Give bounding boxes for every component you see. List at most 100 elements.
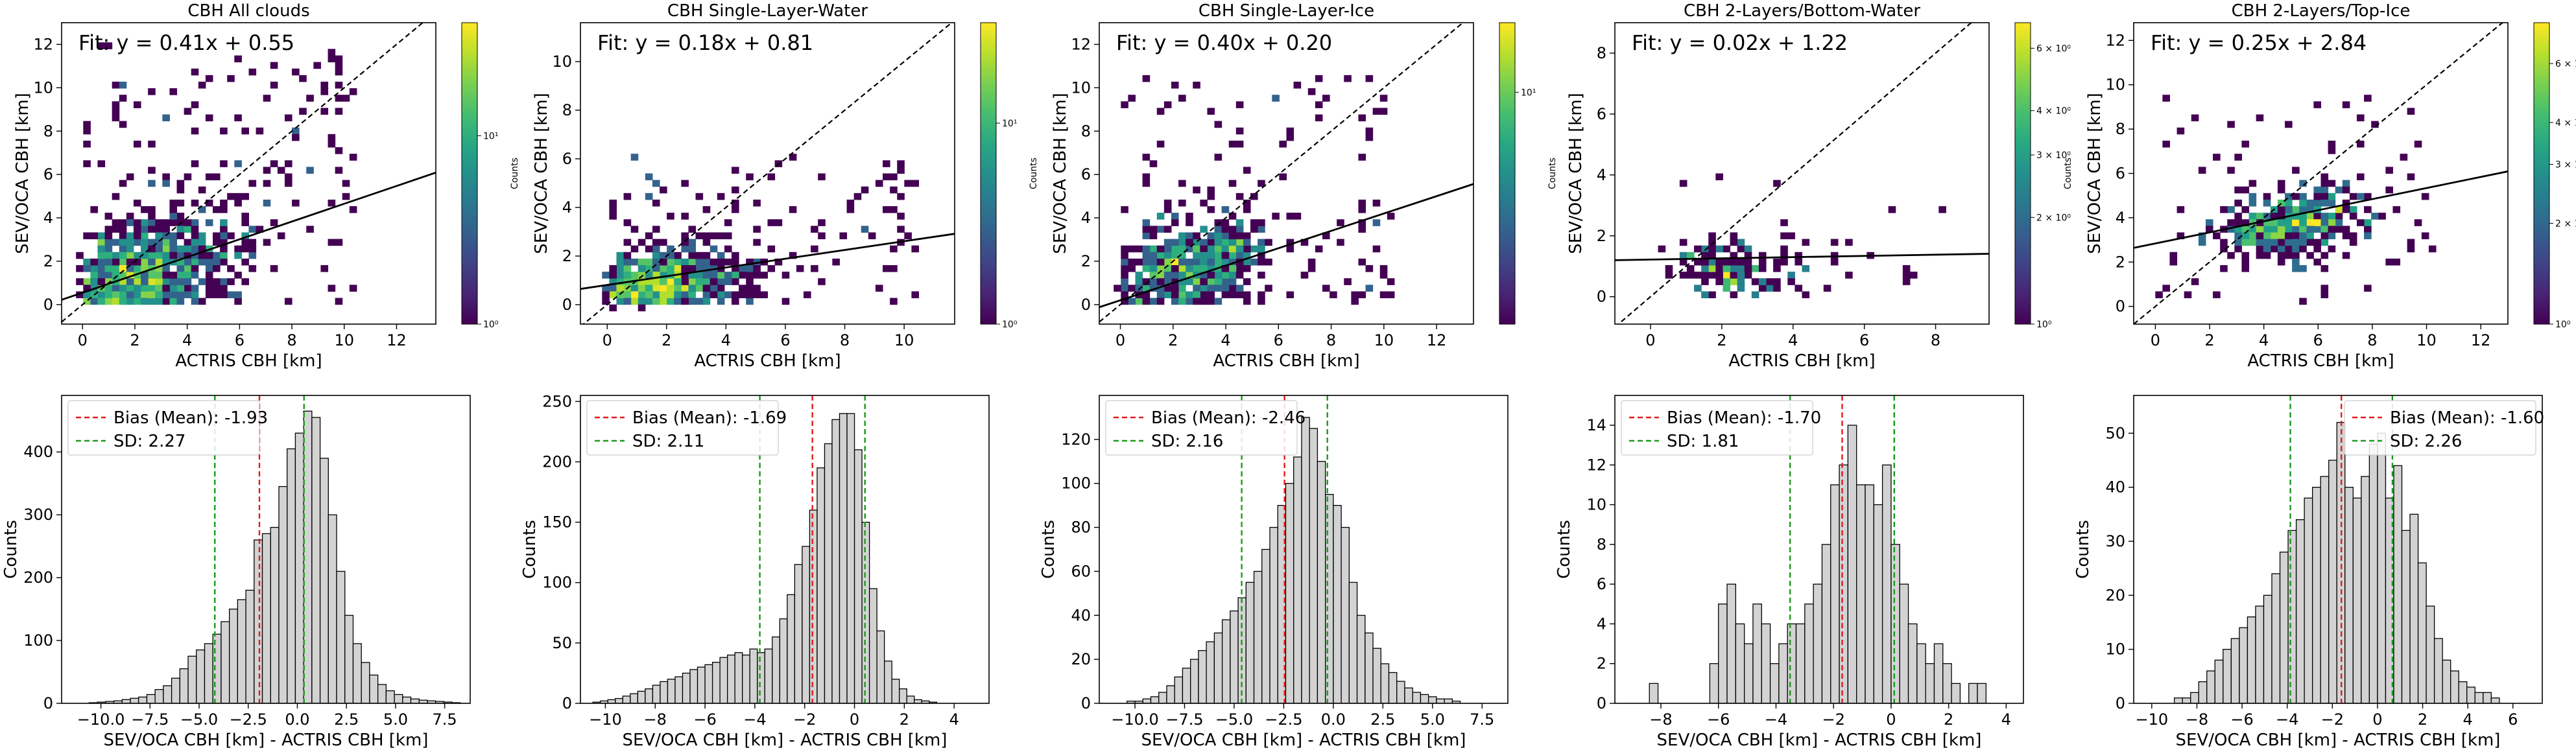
heatmap-cell [220,239,228,246]
heatmap-cell [2313,239,2321,246]
histogram-bar [689,669,698,703]
y-tick-label: 8 [562,101,572,119]
histogram-bar [410,698,420,703]
x-tick-label: 0.0 [285,710,309,729]
heatmap-cell [1156,265,1165,272]
y-tick-label: 14 [1586,416,1606,434]
histogram-bar [121,699,131,703]
y-tick-label: 2 [43,252,53,270]
histogram-bar [1324,494,1334,703]
heatmap-cell [2184,291,2192,299]
heatmap-cell [1351,298,1359,305]
heatmap-cell [2328,193,2336,200]
heatmap-cell [2292,239,2300,246]
heatmap-cell [1358,206,1366,213]
histogram-bar [352,643,362,703]
histogram-bar [802,546,811,703]
heatmap-cell [213,278,221,285]
heatmap-cell [1171,245,1179,253]
y-axis-label: Counts [1,520,21,579]
heatmap-cell [1315,101,1323,108]
heatmap-cell [1243,298,1251,305]
heatmap-cell [890,206,898,213]
heatmap-cell [883,265,890,272]
one-to-one-line [1099,23,1464,323]
heatmap-cell [602,285,610,292]
histogram-bar [2230,638,2240,703]
heatmap-cell [83,265,91,272]
heatmap-cell [688,272,697,279]
heatmap-cell [1163,252,1172,259]
heatmap-cell [104,272,113,279]
heatmap-cell [169,206,178,213]
heatmap-cell [2285,252,2293,259]
heatmap-cell [2270,226,2278,233]
heatmap-cell [667,298,674,305]
heatmap-cell [2299,199,2307,207]
heatmap-cell [119,95,127,102]
plot-area [88,395,461,703]
x-tick-label: 12 [1427,331,1447,349]
heatmap-cell [1235,265,1244,272]
histogram-bar [377,684,387,703]
histogram-bar [1873,504,1883,703]
heatmap-cell [184,285,192,292]
heatmap-cell [119,298,127,305]
heatmap-cell [616,265,625,272]
x-tick-label: 0 [78,331,88,349]
heatmap-cell [2306,206,2314,213]
heatmap-cell [1802,239,1810,246]
heatmap-cell [1235,226,1244,233]
heatmap-cell [335,95,343,102]
heatmap-cell [133,278,141,285]
chart-title: CBH 2-Layers/Top-Ice [2232,1,2411,21]
heatmap-cell [191,258,199,266]
heatmap-cell [1228,213,1237,220]
histogram-bar [1190,659,1199,703]
heatmap-cell [162,226,170,233]
x-tick-label: −7.5 [131,710,169,729]
heatmap-cell [248,226,257,233]
heatmap-cell [155,291,163,299]
histogram-bar [742,654,750,703]
heatmap-cell [97,42,106,49]
heatmap-cell [767,173,776,181]
legend-sd-label: SD: 2.27 [113,432,185,451]
heatmap-cell [1156,278,1165,285]
heatmap-cell [667,265,674,272]
heatmap-cell [277,232,285,240]
heatmap-cell [717,272,725,279]
x-tick-label: 2 [130,331,139,349]
heatmap-cell [1250,193,1258,200]
heatmap-cell [176,180,185,187]
heatmap-cell [155,272,163,279]
heatmap-cell [2407,173,2415,181]
heatmap-cell [313,62,321,69]
histogram-bar [853,449,863,703]
heatmap-cell [1193,252,1200,259]
heatmap-cell [1171,213,1179,220]
heatmap-cell [724,219,732,226]
heatmap-cell [1315,75,1323,82]
heatmap-cell [1142,232,1151,240]
y-tick-label: 12 [1586,456,1606,474]
heatmap-cell [176,285,185,292]
heatmap-cell [746,173,754,181]
heatmap-cell [2162,140,2170,148]
histogram-bar [2239,627,2248,703]
heatmap-cell [256,127,264,135]
x-tick-label: 8 [2367,331,2377,349]
heatmap-cell [97,245,106,253]
heatmap-cell [191,285,199,292]
heatmap-cell [652,298,660,305]
heatmap-cell [861,186,869,194]
heatmap-cell [2292,206,2300,213]
legend-sd-label: SD: 2.11 [632,432,704,451]
heatmap-cell [695,258,704,266]
heatmap-cell [119,291,127,299]
one-to-one-line [62,23,424,323]
heatmap-cell [2335,186,2343,194]
heatmap-cell [2241,252,2250,259]
heatmap-cell [2205,219,2213,226]
heatmap-cell [2299,232,2307,240]
